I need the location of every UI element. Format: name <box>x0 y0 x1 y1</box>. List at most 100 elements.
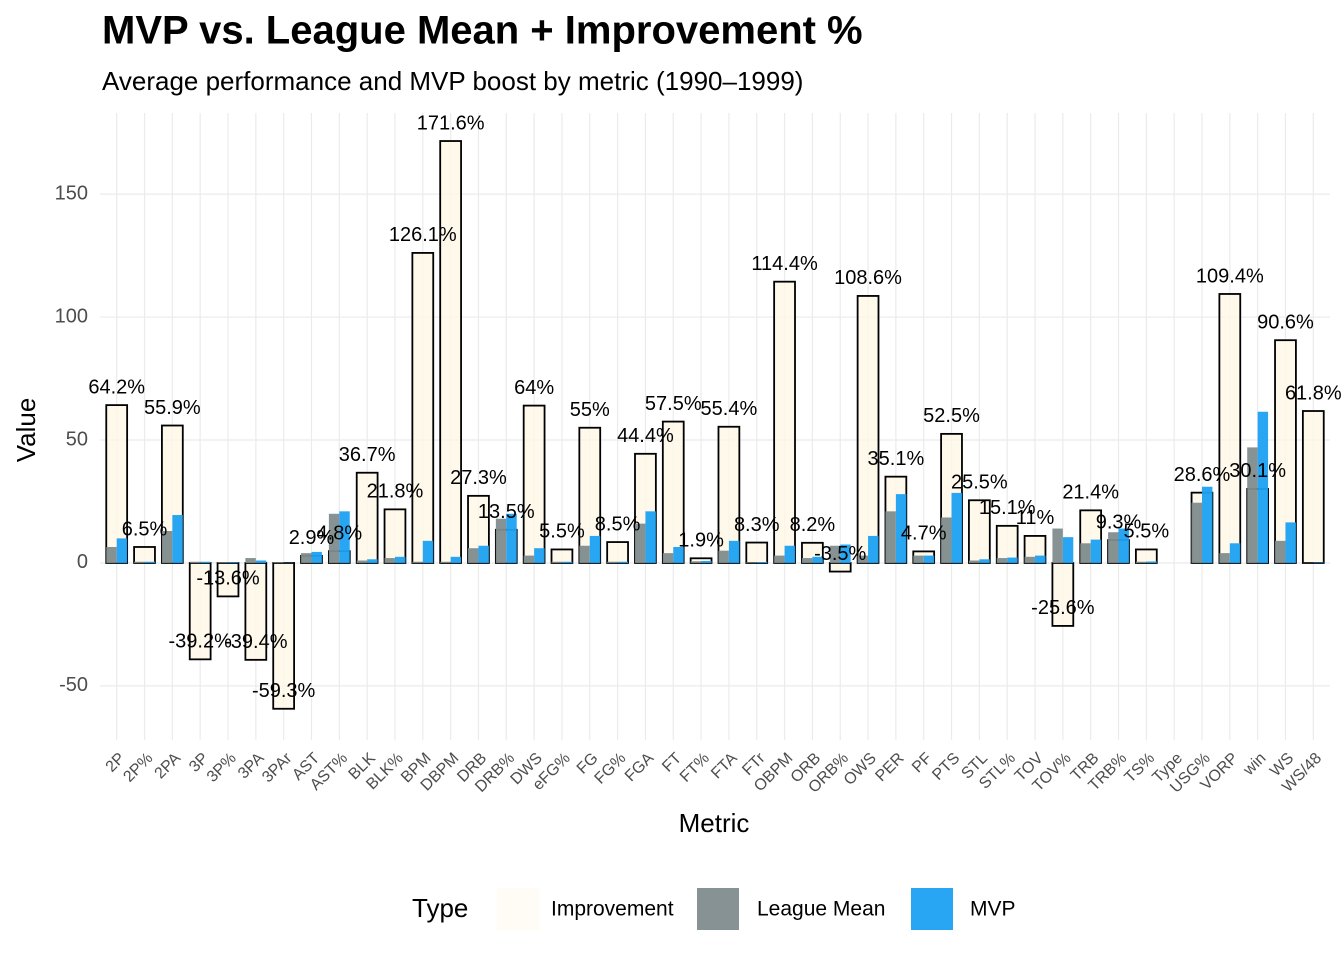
bar <box>1118 528 1129 563</box>
bar <box>1219 553 1230 563</box>
bar <box>106 546 117 563</box>
value-label: 114.4% <box>751 253 818 275</box>
x-tick-label: win <box>1240 750 1270 780</box>
bar <box>941 517 952 563</box>
value-label: 8.5% <box>595 513 641 535</box>
value-label: 108.6% <box>834 267 902 289</box>
bar <box>645 511 656 563</box>
value-label: 44.4% <box>617 425 674 447</box>
bar <box>812 556 823 563</box>
bar <box>895 494 907 563</box>
value-label: 15.1% <box>979 497 1036 519</box>
x-tick-label: TS% <box>1122 750 1159 787</box>
bar <box>673 546 684 563</box>
legend-label: Improvement <box>551 898 674 921</box>
x-tick-label: 3P% <box>204 750 240 786</box>
value-label: 171.6% <box>417 112 485 134</box>
bar <box>801 558 813 563</box>
bar <box>662 553 674 563</box>
value-label: 11% <box>1016 507 1055 529</box>
value-label: 64.2% <box>88 376 145 398</box>
improvement-bar <box>856 295 880 564</box>
x-tick-label: 2P% <box>120 750 156 786</box>
value-label: 5.5% <box>539 521 585 543</box>
improvement-bar <box>995 524 1019 564</box>
bar <box>301 553 312 563</box>
improvement-bar <box>550 548 574 564</box>
value-label: 2.9% <box>289 527 335 549</box>
bar <box>857 555 869 563</box>
value-label: 4.7% <box>901 523 947 545</box>
bar <box>1135 561 1147 563</box>
bar <box>1080 543 1091 563</box>
value-label: 5.5% <box>1124 521 1170 543</box>
bar <box>561 561 573 563</box>
bar <box>144 561 155 563</box>
improvement-bar <box>606 541 629 564</box>
improvement-bar <box>1301 410 1325 564</box>
value-label: 28.6% <box>1174 464 1231 486</box>
bar <box>134 561 145 563</box>
x-axis-label: Metric <box>679 808 750 838</box>
value-label: -39.2% <box>168 631 232 653</box>
x-tick-label: OWS <box>841 750 880 789</box>
bar <box>728 540 740 563</box>
bar <box>328 513 340 563</box>
chart-subtitle: Average performance and MVP boost by met… <box>102 66 803 96</box>
bar <box>1285 522 1296 563</box>
bar <box>746 562 757 563</box>
legend-key <box>697 888 739 930</box>
value-label: 61.8% <box>1285 382 1342 404</box>
bar <box>311 551 322 563</box>
bar <box>478 545 489 563</box>
bar <box>634 523 646 563</box>
legend-key <box>911 888 953 930</box>
value-label: 55.4% <box>701 398 758 420</box>
value-label: 55% <box>570 399 610 421</box>
y-tick-label: -50 <box>59 674 88 696</box>
value-label: 8.2% <box>790 514 836 536</box>
value-label: 126.1% <box>389 224 457 246</box>
bar <box>579 545 590 563</box>
bar <box>718 550 729 563</box>
bar <box>923 555 935 563</box>
bar <box>495 518 507 563</box>
bar <box>1257 411 1269 563</box>
bar <box>189 561 201 563</box>
bar <box>228 562 239 563</box>
improvement-bar <box>1218 293 1242 564</box>
x-tick-label: PTS <box>929 750 963 784</box>
value-label: 13.5% <box>478 501 535 523</box>
y-axis-label: Value <box>11 398 41 463</box>
y-tick-label: 150 <box>55 182 88 204</box>
x-tick-label: 3PAr <box>259 749 296 786</box>
bar <box>534 548 545 563</box>
bar <box>422 540 434 563</box>
x-tick-label: PER <box>872 750 907 785</box>
value-label: 109.4% <box>1196 265 1264 287</box>
value-label: 1.9% <box>678 530 724 552</box>
bar <box>1247 447 1258 563</box>
bar <box>1052 528 1063 563</box>
bar <box>394 556 406 563</box>
bar <box>356 560 368 563</box>
value-label: 8.3% <box>734 514 780 536</box>
bar <box>1201 486 1213 563</box>
bar <box>1191 502 1202 563</box>
x-tick-label: FT% <box>677 750 713 786</box>
value-label: -25.6% <box>1031 597 1095 619</box>
bar <box>384 558 395 563</box>
bar <box>450 556 462 563</box>
bar <box>829 545 841 563</box>
legend-title: Type <box>412 893 468 923</box>
bar <box>217 562 229 563</box>
bar <box>1035 555 1046 563</box>
bar <box>200 561 211 563</box>
bar <box>996 558 1008 563</box>
bar <box>1062 537 1074 563</box>
bar <box>617 561 629 563</box>
bar <box>273 562 284 563</box>
value-label: 35.1% <box>868 448 925 470</box>
x-tick-label: FGA <box>622 750 658 786</box>
bar <box>551 561 562 563</box>
